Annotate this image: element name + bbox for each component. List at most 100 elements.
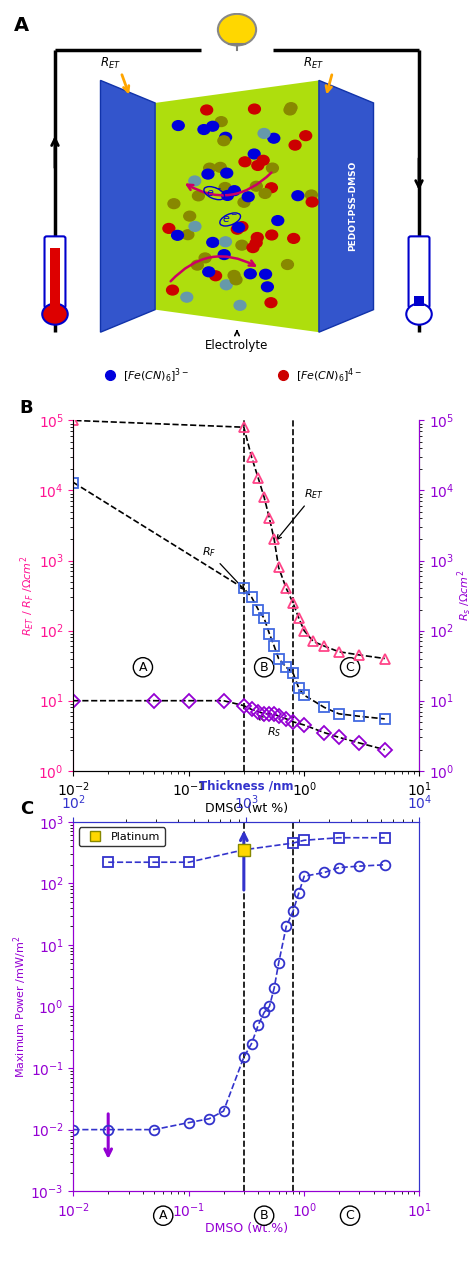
Text: $R_{ET}$: $R_{ET}$ [277, 487, 324, 539]
Polygon shape [319, 80, 374, 333]
Text: PEDOT-PSS-DMSO: PEDOT-PSS-DMSO [348, 161, 357, 251]
Text: Electrolyte: Electrolyte [205, 339, 269, 352]
Bar [414, 297, 424, 306]
Circle shape [242, 192, 254, 201]
Circle shape [258, 129, 270, 139]
Circle shape [198, 125, 210, 135]
Polygon shape [100, 80, 155, 333]
Bar [50, 247, 60, 306]
FancyBboxPatch shape [45, 237, 65, 308]
Circle shape [210, 271, 221, 280]
Circle shape [181, 292, 193, 302]
Circle shape [218, 250, 230, 260]
Text: A: A [159, 1209, 167, 1222]
Y-axis label: $R_s$ /$\Omega cm^2$: $R_s$ /$\Omega cm^2$ [456, 569, 474, 622]
Circle shape [285, 103, 297, 112]
Circle shape [230, 275, 242, 284]
Circle shape [265, 298, 277, 307]
Text: $R_{ET}$: $R_{ET}$ [303, 56, 324, 71]
Circle shape [218, 14, 256, 46]
Circle shape [306, 197, 318, 206]
Circle shape [289, 140, 301, 150]
Polygon shape [155, 80, 319, 333]
Circle shape [189, 222, 201, 232]
Legend: Platinum: Platinum [79, 827, 165, 846]
Y-axis label: $R_{ET}$ / $R_F$ /$\Omega cm^2$: $R_{ET}$ / $R_F$ /$\Omega cm^2$ [18, 555, 37, 636]
Circle shape [236, 222, 248, 232]
Circle shape [166, 285, 178, 296]
Circle shape [220, 280, 232, 289]
Circle shape [42, 303, 68, 325]
Circle shape [248, 104, 260, 113]
Circle shape [214, 163, 226, 172]
Text: C: C [346, 661, 355, 674]
Text: Thickness /nm: Thickness /nm [199, 841, 294, 854]
Circle shape [250, 181, 262, 191]
Circle shape [192, 191, 204, 201]
Circle shape [231, 224, 243, 234]
Circle shape [251, 233, 263, 242]
Text: C: C [20, 800, 33, 818]
Circle shape [207, 237, 219, 247]
Circle shape [202, 169, 214, 178]
Circle shape [219, 182, 231, 192]
Circle shape [191, 260, 203, 270]
Text: $R_F$: $R_F$ [202, 545, 244, 590]
Circle shape [284, 104, 296, 115]
Circle shape [300, 131, 311, 140]
Y-axis label: Maximum Power /mW/m$^2$: Maximum Power /mW/m$^2$ [11, 935, 29, 1078]
Circle shape [236, 241, 248, 250]
Text: B: B [20, 400, 34, 418]
Circle shape [163, 223, 175, 233]
Circle shape [201, 104, 213, 115]
Text: A: A [139, 661, 147, 674]
Circle shape [239, 157, 251, 167]
Circle shape [268, 134, 280, 143]
Circle shape [252, 161, 264, 171]
Text: $R_{ET}$: $R_{ET}$ [100, 56, 121, 71]
Circle shape [406, 303, 432, 325]
Circle shape [189, 176, 201, 186]
Circle shape [288, 233, 300, 243]
Text: $R_S$: $R_S$ [258, 716, 282, 739]
X-axis label: Thickness /nm: Thickness /nm [199, 780, 294, 792]
Circle shape [234, 301, 246, 311]
Circle shape [247, 243, 259, 252]
Circle shape [262, 282, 273, 292]
X-axis label: DMSO (wt %): DMSO (wt %) [205, 801, 288, 815]
Circle shape [204, 163, 216, 173]
Circle shape [257, 155, 269, 166]
Circle shape [260, 269, 272, 279]
Circle shape [265, 183, 277, 192]
Circle shape [272, 215, 284, 225]
Circle shape [292, 191, 304, 200]
Circle shape [172, 231, 183, 241]
Circle shape [203, 268, 215, 276]
Text: B: B [260, 1209, 268, 1222]
Circle shape [199, 254, 211, 262]
Circle shape [250, 238, 262, 247]
Circle shape [233, 223, 245, 232]
Circle shape [173, 121, 184, 130]
Circle shape [207, 121, 219, 131]
Circle shape [219, 132, 231, 143]
Circle shape [221, 168, 233, 178]
FancyBboxPatch shape [409, 237, 429, 308]
Circle shape [219, 237, 231, 247]
Circle shape [248, 149, 260, 159]
Circle shape [215, 117, 227, 126]
Circle shape [168, 199, 180, 209]
Text: $e^-$: $e^-$ [222, 214, 238, 225]
Circle shape [228, 186, 240, 195]
Circle shape [266, 231, 278, 240]
Circle shape [228, 270, 240, 280]
Circle shape [184, 211, 196, 220]
Circle shape [305, 190, 317, 200]
Circle shape [282, 260, 293, 269]
Circle shape [266, 163, 278, 173]
Circle shape [218, 136, 230, 145]
Text: $[Fe(CN)_6]^{4-}$: $[Fe(CN)_6]^{4-}$ [296, 366, 362, 385]
Text: C: C [346, 1209, 355, 1222]
Circle shape [245, 269, 256, 279]
Circle shape [259, 189, 271, 199]
